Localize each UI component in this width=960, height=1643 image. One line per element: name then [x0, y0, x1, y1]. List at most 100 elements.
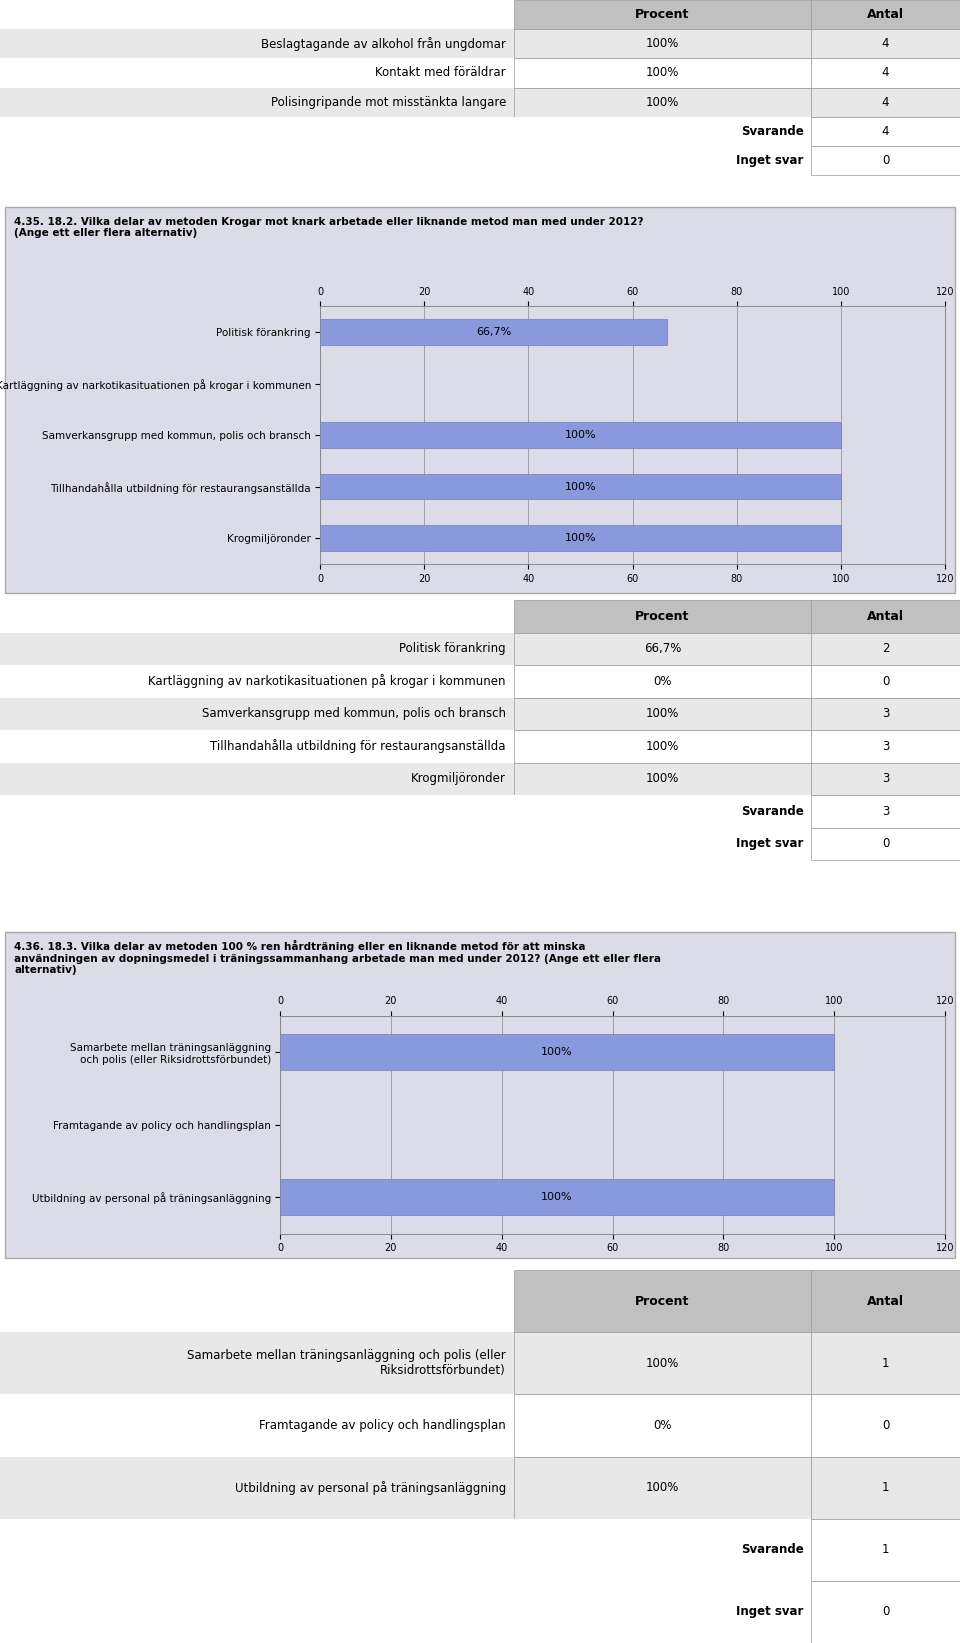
Bar	[0, 1332, 514, 1395]
Text: Inget svar: Inget svar	[736, 1605, 804, 1618]
Text: Samarbete mellan träningsanläggning och polis (eller
Riksidrottsförbundet): Samarbete mellan träningsanläggning och …	[187, 1349, 506, 1377]
Bar	[811, 762, 960, 795]
Bar	[811, 828, 960, 859]
Bar	[811, 600, 960, 633]
Text: 0: 0	[882, 838, 889, 849]
Text: 0: 0	[882, 1420, 889, 1433]
Bar	[811, 1332, 960, 1395]
Bar	[514, 633, 811, 665]
Text: Tillhandahålla utbildning för restaurangsanställda: Tillhandahålla utbildning för restaurang…	[210, 739, 506, 752]
Text: 100%: 100%	[646, 706, 679, 720]
Bar	[514, 1332, 811, 1395]
Text: Kartläggning av narkotikasituationen på krogar i kommunen: Kartläggning av narkotikasituationen på …	[149, 674, 506, 688]
Text: 4.36. 18.3. Vilka delar av metoden 100 % ren hårdträning eller en liknande metod: 4.36. 18.3. Vilka delar av metoden 100 %…	[14, 940, 661, 976]
Text: 3: 3	[882, 772, 889, 785]
Bar	[514, 1395, 811, 1456]
Text: 1: 1	[882, 1543, 889, 1556]
Text: 0%: 0%	[653, 1420, 672, 1433]
Bar	[514, 30, 811, 59]
Bar	[320, 319, 667, 345]
Text: 4.35. 18.2. Vilka delar av metoden Krogar mot knark arbetade eller liknande meto: 4.35. 18.2. Vilka delar av metoden Kroga…	[14, 217, 644, 238]
Text: Inget svar: Inget svar	[736, 154, 804, 168]
Text: 3: 3	[882, 739, 889, 752]
Bar	[0, 633, 514, 665]
Bar	[811, 1270, 960, 1332]
Bar	[514, 795, 811, 828]
Text: 1: 1	[882, 1357, 889, 1370]
Text: Utbildning av personal på träningsanläggning: Utbildning av personal på träningsanlägg…	[234, 1480, 506, 1495]
Text: 1: 1	[882, 1480, 889, 1493]
Text: Procent: Procent	[636, 610, 689, 623]
Text: Krogmiljöronder: Krogmiljöronder	[411, 772, 506, 785]
Text: 0: 0	[882, 154, 889, 168]
Text: 4: 4	[882, 66, 889, 79]
Bar	[811, 698, 960, 729]
Bar	[320, 473, 841, 499]
Text: Beslagtagande av alkohol från ungdomar: Beslagtagande av alkohol från ungdomar	[261, 36, 506, 51]
Bar	[320, 526, 841, 550]
Text: Antal: Antal	[867, 8, 904, 21]
Bar	[811, 1456, 960, 1518]
Text: 100%: 100%	[646, 38, 679, 51]
Bar	[0, 698, 514, 729]
Text: 100%: 100%	[541, 1047, 573, 1056]
Text: 4: 4	[882, 95, 889, 108]
Text: Svarande: Svarande	[741, 805, 804, 818]
Text: 66,7%: 66,7%	[476, 327, 512, 337]
Text: 0: 0	[882, 675, 889, 688]
Bar	[514, 828, 811, 859]
Bar	[0, 1456, 514, 1518]
Bar	[514, 1456, 811, 1518]
Text: Polisingripande mot misstänkta langare: Polisingripande mot misstänkta langare	[271, 95, 506, 108]
Text: 0%: 0%	[653, 675, 672, 688]
Bar	[320, 422, 841, 449]
Bar	[811, 0, 960, 30]
Text: 100%: 100%	[646, 1357, 679, 1370]
Bar	[811, 1395, 960, 1456]
Bar	[0, 1395, 514, 1456]
Bar	[0, 87, 514, 117]
Text: 100%: 100%	[646, 1480, 679, 1493]
Bar	[811, 146, 960, 176]
Text: 4: 4	[882, 125, 889, 138]
Text: 0: 0	[882, 1605, 889, 1618]
Bar	[514, 87, 811, 117]
Bar	[811, 795, 960, 828]
Text: 100%: 100%	[564, 532, 596, 544]
Bar	[0, 762, 514, 795]
Bar	[514, 665, 811, 698]
Bar	[514, 117, 811, 146]
Text: 100%: 100%	[646, 772, 679, 785]
Bar	[811, 1518, 960, 1581]
Bar	[811, 117, 960, 146]
Text: 3: 3	[882, 805, 889, 818]
Text: 100%: 100%	[646, 95, 679, 108]
Bar	[0, 729, 514, 762]
Bar	[811, 1581, 960, 1643]
Bar	[514, 1270, 811, 1332]
Text: 4: 4	[882, 38, 889, 51]
Text: Kontakt med föräldrar: Kontakt med föräldrar	[375, 66, 506, 79]
Bar	[280, 1180, 834, 1216]
Bar	[0, 665, 514, 698]
Bar	[514, 1581, 811, 1643]
Bar	[811, 633, 960, 665]
Text: Politisk förankring: Politisk förankring	[399, 642, 506, 656]
Bar	[0, 30, 514, 59]
Bar	[514, 59, 811, 87]
Bar	[811, 729, 960, 762]
Text: 2: 2	[882, 642, 889, 656]
Text: Inget svar: Inget svar	[736, 838, 804, 849]
Text: 100%: 100%	[564, 430, 596, 440]
Text: Procent: Procent	[636, 1295, 689, 1308]
Bar	[514, 0, 811, 30]
Text: 100%: 100%	[541, 1193, 573, 1203]
Text: 100%: 100%	[564, 481, 596, 491]
Bar	[811, 30, 960, 59]
Bar	[811, 59, 960, 87]
Text: 100%: 100%	[646, 66, 679, 79]
Bar	[811, 87, 960, 117]
Text: 3: 3	[882, 706, 889, 720]
Text: Svarande: Svarande	[741, 125, 804, 138]
Text: Procent: Procent	[636, 8, 689, 21]
